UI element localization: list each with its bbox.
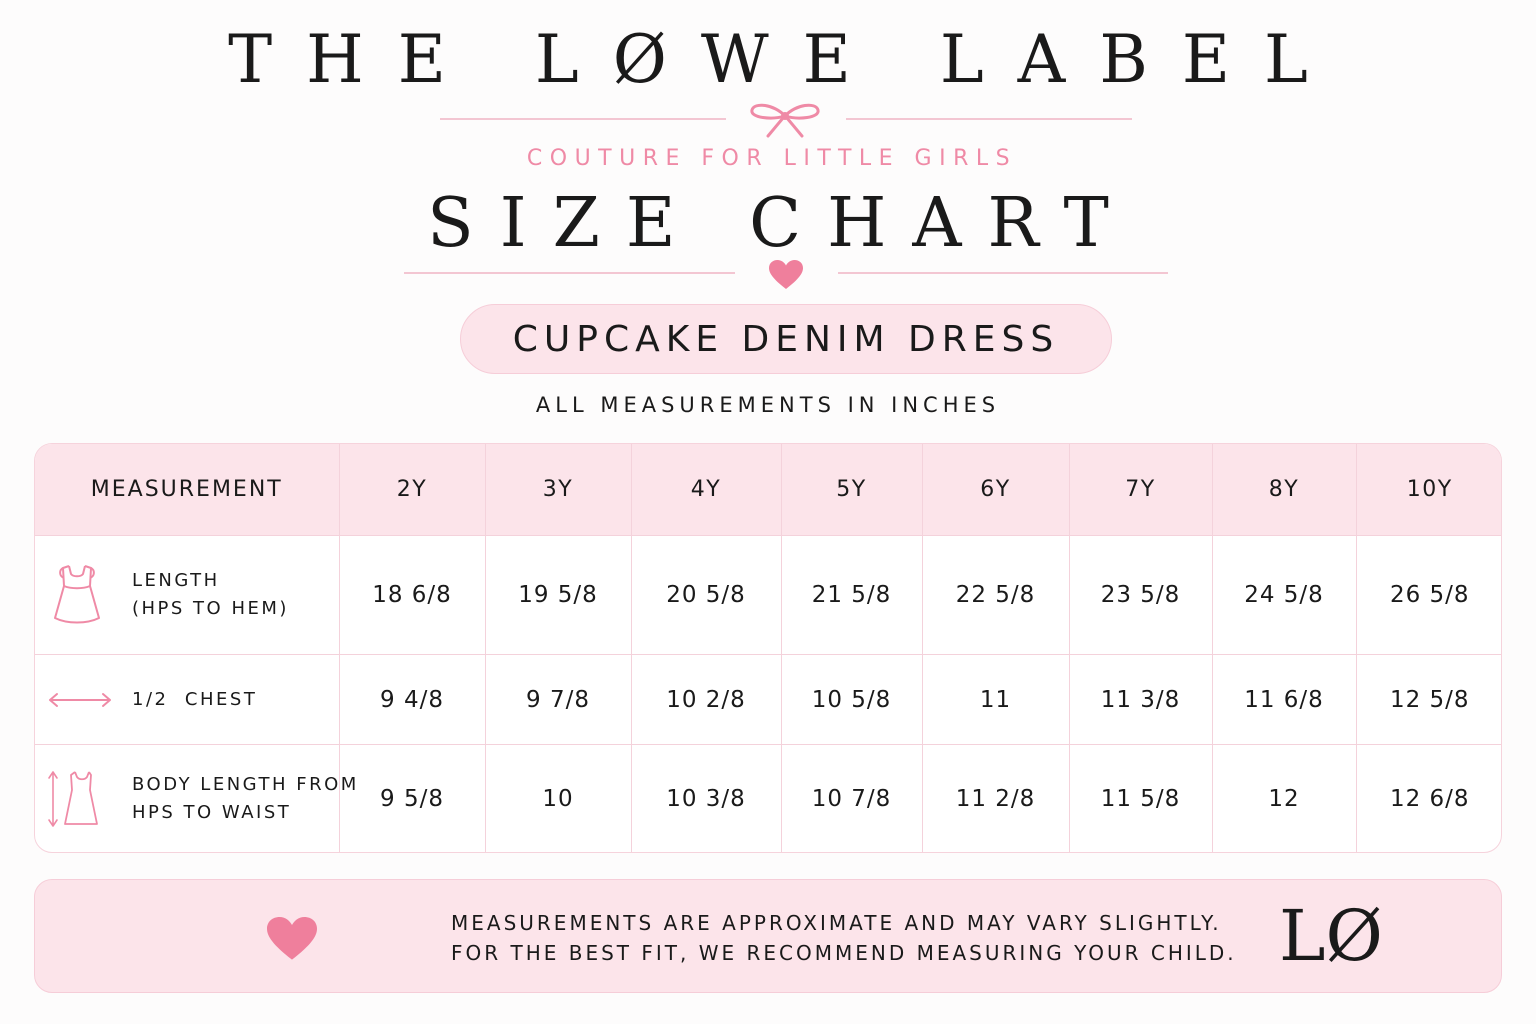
table-cell: 10 7/8 — [781, 744, 923, 852]
table-cell: 10 3/8 — [631, 744, 782, 852]
table-cell: 20 5/8 — [631, 535, 782, 655]
measurement-cell: LENGTH (HPS TO HEM) — [35, 535, 340, 655]
divider-left-title — [404, 272, 735, 274]
table-row: BODY LENGTH FROM HPS TO WAIST 9 5/8 10 1… — [35, 744, 1501, 852]
measurement-label: LENGTH — [132, 570, 220, 591]
measurement-label: 1/2 CHEST — [132, 688, 258, 710]
column-header-size: 5Y — [781, 444, 923, 536]
table-cell: 11 2/8 — [922, 744, 1070, 852]
table-cell: 9 7/8 — [485, 654, 632, 745]
heart-icon — [769, 260, 803, 289]
table-cell: 12 6/8 — [1389, 786, 1470, 812]
bodice-length-icon — [48, 771, 98, 827]
table-cell: 9 5/8 — [339, 744, 486, 852]
measurement-sublabel: HPS TO WAIST — [132, 802, 292, 823]
table-cell: 9 4/8 — [339, 654, 486, 745]
dress-icon — [54, 565, 100, 624]
column-header-size: 3Y — [485, 444, 632, 536]
units-note: ALL MEASUREMENTS IN INCHES — [535, 393, 1001, 417]
table-cell: 24 5/8 — [1212, 535, 1357, 655]
table-row: 1/2 CHEST 9 4/8 9 7/8 10 2/8 10 5/8 11 1… — [35, 654, 1501, 745]
table-cell: 23 5/8 — [1069, 535, 1213, 655]
table-cell: 21 5/8 — [781, 535, 923, 655]
table-cell: 12 5/8 — [1356, 654, 1501, 745]
table-cell: 11 5/8 — [1069, 744, 1213, 852]
table-cell: 26 5/8 — [1356, 535, 1501, 655]
column-header-measurement: MEASUREMENT — [35, 444, 340, 536]
measurement-sublabel: (HPS TO HEM) — [132, 598, 289, 619]
column-header-size: 2Y — [339, 444, 486, 536]
size-table: MEASUREMENT 2Y 3Y 4Y 5Y 6Y 7Y 8Y 10Y — [35, 444, 1501, 852]
size-table-container: MEASUREMENT 2Y 3Y 4Y 5Y 6Y 7Y 8Y 10Y — [34, 443, 1502, 853]
divider-left-top — [440, 118, 726, 120]
table-cell: 11 3/8 — [1069, 654, 1213, 745]
footer-note-line: FOR THE BEST FIT, WE RECOMMEND MEASURING… — [451, 941, 1237, 965]
table-cell: 10 5/8 — [781, 654, 923, 745]
bow-icon — [750, 103, 820, 138]
column-header-size: 10Y — [1356, 444, 1501, 536]
divider-right-title — [838, 272, 1168, 274]
product-name-badge: CUPCAKE DENIM DRESS — [460, 304, 1112, 374]
column-header-size: 8Y — [1212, 444, 1357, 536]
table-row: LENGTH (HPS TO HEM) 18 6/8 19 5/8 20 5/8… — [35, 535, 1501, 655]
divider-right-top — [846, 118, 1132, 120]
table-cell: 11 — [922, 654, 1070, 745]
heart-icon — [267, 916, 317, 960]
table-cell: 22 5/8 — [922, 535, 1070, 655]
tagline: COUTURE FOR LITTLE GIRLS — [526, 146, 1018, 171]
table-cell: 18 6/8 — [339, 535, 486, 655]
column-header-size: 6Y — [922, 444, 1070, 536]
footer-note-line: MEASUREMENTS ARE APPROXIMATE AND MAY VAR… — [451, 911, 1222, 935]
measurement-cell: BODY LENGTH FROM HPS TO WAIST — [35, 744, 356, 852]
horizontal-arrow-icon — [49, 692, 111, 707]
table-header-row: MEASUREMENT 2Y 3Y 4Y 5Y 6Y 7Y 8Y 10Y — [35, 444, 1501, 536]
measurement-label: BODY LENGTH FROM — [132, 774, 359, 795]
footer-note-panel: MEASUREMENTS ARE APPROXIMATE AND MAY VAR… — [34, 879, 1502, 993]
measurement-cell: 1/2 CHEST — [35, 654, 340, 745]
brand-name: THE LØWE LABEL — [228, 21, 1342, 98]
table-cell: 19 5/8 — [485, 535, 632, 655]
column-header-size: 4Y — [631, 444, 782, 536]
table-cell: 11 6/8 — [1212, 654, 1357, 745]
table-cell: 12 — [1212, 744, 1357, 852]
table-cell: 10 2/8 — [631, 654, 782, 745]
page-title: SIZE CHART — [427, 184, 1135, 263]
brand-logo-mark: LØ — [1279, 895, 1383, 977]
table-cell: 10 — [485, 744, 632, 852]
column-header-size: 7Y — [1069, 444, 1213, 536]
